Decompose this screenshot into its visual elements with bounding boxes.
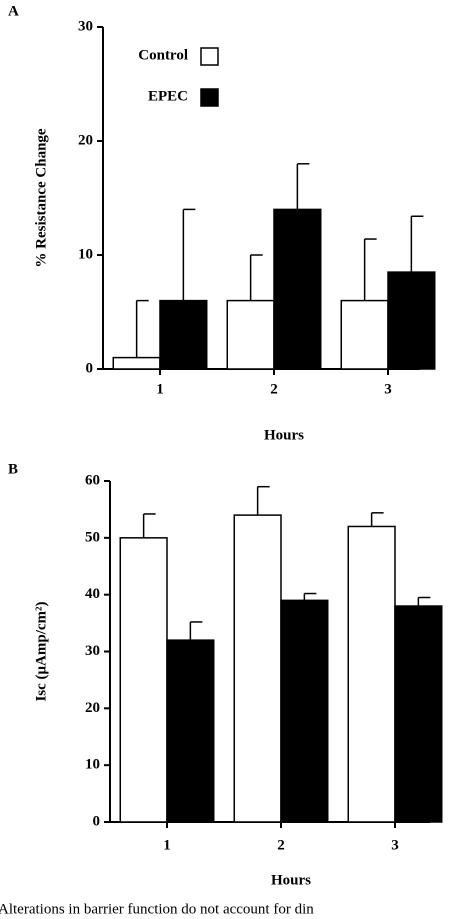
y-tick-label: 20 [85, 700, 100, 716]
bar [280, 599, 329, 823]
bar [273, 208, 322, 370]
y-tick-label: 10 [85, 757, 100, 773]
y-tick-label: 10 [78, 246, 93, 262]
legend-swatch [200, 88, 219, 107]
bar [347, 525, 396, 823]
caption: Alterations in barrier function do not a… [0, 901, 314, 917]
bar [387, 271, 436, 370]
bar [166, 639, 215, 823]
bar [340, 299, 389, 370]
bar [394, 605, 443, 823]
x-axis-label: Hours [264, 427, 304, 443]
bar [233, 514, 282, 823]
x-tick-label: 3 [384, 381, 392, 397]
y-tick-label: 30 [85, 643, 100, 659]
bar [159, 299, 208, 370]
panel-label: A [8, 3, 19, 19]
y-tick-label: 30 [78, 18, 93, 34]
y-axis-label: Isc (μAmp/cm²) [33, 601, 49, 701]
x-tick-label: 1 [163, 837, 171, 853]
y-axis-label: % Resistance Change [33, 128, 49, 268]
y-tick-label: 0 [86, 360, 94, 376]
y-tick-label: 0 [93, 813, 101, 829]
y-tick-label: 60 [85, 472, 100, 488]
x-axis-label: Hours [271, 872, 311, 888]
panel-label: B [8, 461, 18, 477]
y-tick-label: 20 [78, 132, 93, 148]
bar [119, 537, 168, 823]
x-tick-label: 2 [277, 837, 285, 853]
y-tick-label: 40 [85, 586, 100, 602]
bar [112, 356, 161, 370]
legend-label: EPEC [148, 88, 188, 104]
legend-label: Control [138, 47, 188, 63]
legend-swatch [200, 47, 219, 66]
x-tick-label: 1 [156, 381, 164, 397]
x-tick-label: 2 [270, 381, 278, 397]
x-tick-label: 3 [391, 837, 399, 853]
bar [226, 299, 275, 370]
y-tick-label: 50 [85, 529, 100, 545]
